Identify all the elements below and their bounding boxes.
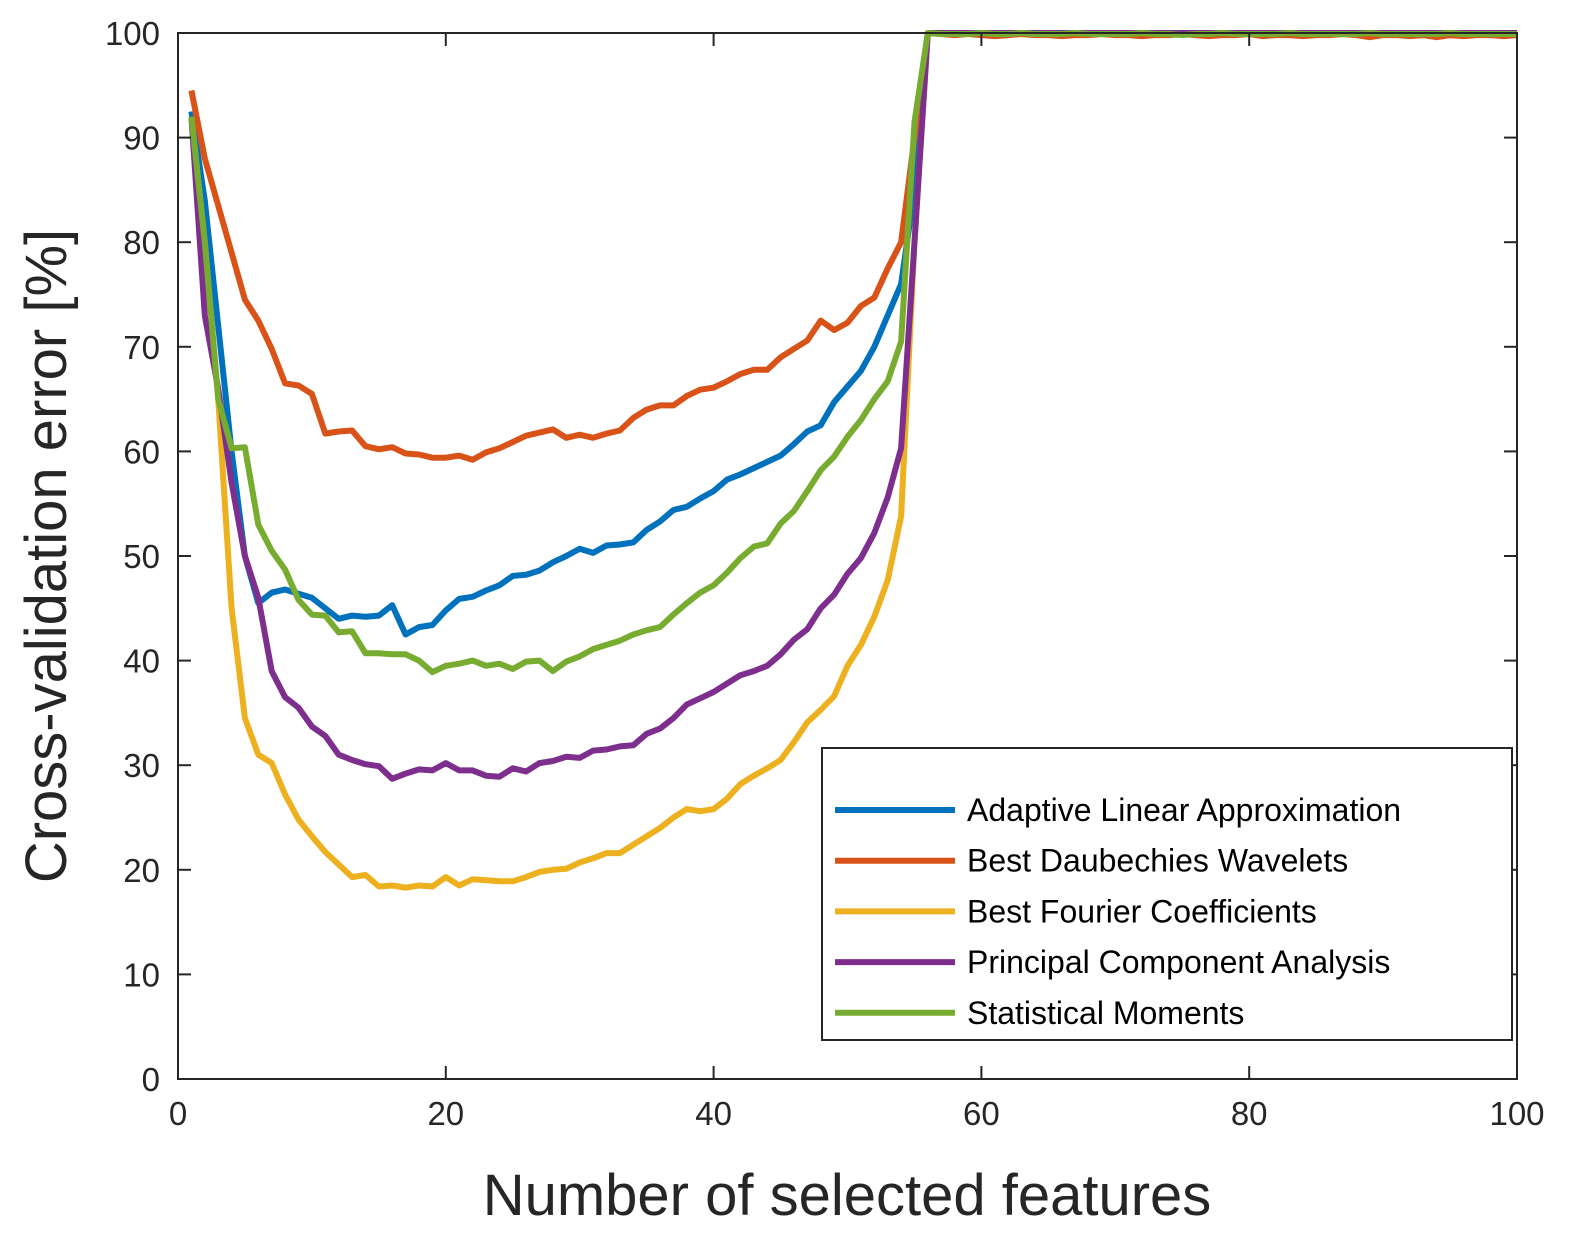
y-tick-label: 20 xyxy=(123,852,160,889)
y-tick-label: 50 xyxy=(123,538,160,575)
y-tick-label: 70 xyxy=(123,329,160,366)
x-tick-label: 100 xyxy=(1489,1095,1544,1132)
legend-box xyxy=(821,747,1513,1041)
y-tick-label: 30 xyxy=(123,747,160,784)
y-tick-label: 0 xyxy=(142,1061,160,1098)
tick-layer: 0 20 40 60 80 100 0 10 20 30 40 50 60 70 80 90 100 xyxy=(105,15,1545,1132)
x-tick-label: 60 xyxy=(963,1095,1000,1132)
legend-label: Principal Component Analysis xyxy=(967,944,1390,980)
y-tick-label: 40 xyxy=(123,643,160,680)
y-tick-label: 80 xyxy=(123,224,160,261)
x-tick-label: 40 xyxy=(695,1095,732,1132)
legend-label: Statistical Moments xyxy=(967,995,1244,1031)
x-axis-label: Number of selected features xyxy=(483,1163,1212,1228)
y-tick-label: 60 xyxy=(123,433,160,470)
x-tick-label: 0 xyxy=(169,1095,187,1132)
y-tick-label: 100 xyxy=(105,15,160,52)
y-tick-label: 10 xyxy=(123,956,160,993)
y-tick-label: 90 xyxy=(123,120,160,157)
legend-label: Adaptive Linear Approximation xyxy=(967,792,1401,828)
legend-label: Best Fourier Coefficients xyxy=(967,893,1317,929)
legend-label: Best Daubechies Wavelets xyxy=(967,843,1348,879)
x-tick-label: 80 xyxy=(1231,1095,1268,1132)
x-tick-label: 20 xyxy=(427,1095,464,1132)
legend: Adaptive Linear Approximation Best Daubec… xyxy=(821,747,1513,1041)
y-axis-label: Cross-validation error [%] xyxy=(14,229,79,883)
